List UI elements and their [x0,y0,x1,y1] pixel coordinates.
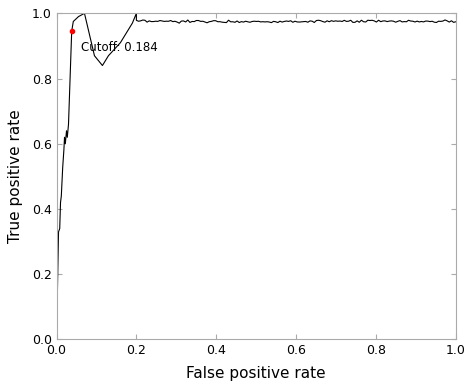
X-axis label: False positive rate: False positive rate [186,366,326,381]
Y-axis label: True positive rate: True positive rate [9,110,23,243]
Text: Cutoff: 0.184: Cutoff: 0.184 [81,41,158,54]
